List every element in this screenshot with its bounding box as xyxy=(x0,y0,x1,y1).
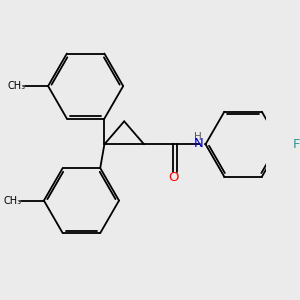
Text: H: H xyxy=(194,133,202,142)
Text: O: O xyxy=(168,171,178,184)
Text: F: F xyxy=(293,138,300,151)
Text: CH₃: CH₃ xyxy=(8,81,26,91)
Text: CH₃: CH₃ xyxy=(4,196,22,206)
Text: N: N xyxy=(194,137,203,150)
